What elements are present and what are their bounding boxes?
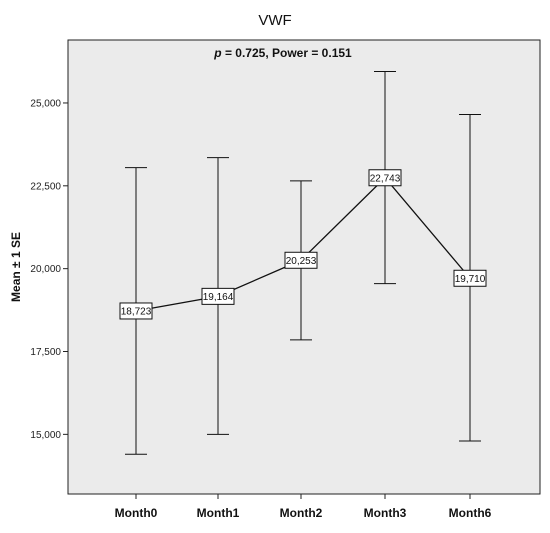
data-label: 19,710 <box>455 274 486 285</box>
y-tick-label: 25,000 <box>30 98 61 109</box>
x-tick-label: Month1 <box>197 506 240 520</box>
data-point-marker <box>284 251 318 269</box>
x-tick-label: Month3 <box>364 506 407 520</box>
data-label: 22,743 <box>370 173 401 184</box>
annotation-text: = 0.725, Power = 0.151 <box>222 46 352 60</box>
chart-title: VWF <box>258 12 291 29</box>
data-point-marker <box>201 287 235 305</box>
p-symbol: p <box>213 46 221 60</box>
data-point-marker <box>453 269 487 287</box>
data-label: 20,253 <box>286 256 317 267</box>
significance-annotation: p = 0.725, Power = 0.151 <box>213 46 352 60</box>
y-axis-label: Mean ± 1 SE <box>9 232 23 302</box>
y-axis: 15,000 17,500 20,000 22,500 25,000 <box>30 98 68 441</box>
data-label: 19,164 <box>203 292 234 303</box>
data-label: 18,723 <box>121 306 152 317</box>
x-tick-label: Month6 <box>449 506 492 520</box>
x-axis: Month0 Month1 Month2 Month3 Month6 <box>115 494 492 520</box>
x-tick-label: Month2 <box>280 506 323 520</box>
data-points: 18,723 19,164 20,253 22,743 19,710 <box>119 169 487 320</box>
y-tick-label: 17,500 <box>30 347 61 358</box>
y-tick-label: 22,500 <box>30 181 61 192</box>
y-tick-label: 15,000 <box>30 430 61 441</box>
data-point-marker <box>119 302 153 320</box>
data-point-marker <box>368 169 402 187</box>
x-tick-label: Month0 <box>115 506 158 520</box>
y-tick-label: 20,000 <box>30 264 61 275</box>
